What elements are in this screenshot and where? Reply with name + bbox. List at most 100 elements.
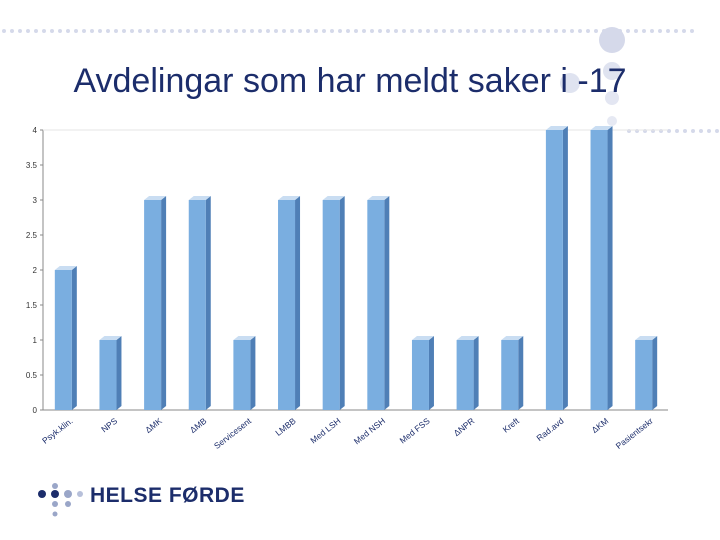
decor-dot — [218, 29, 222, 33]
y-tick-label: 0 — [33, 406, 38, 415]
decor-dot — [490, 29, 494, 33]
bar — [233, 336, 256, 410]
x-tick-label: Servicesent — [212, 415, 254, 451]
decor-dot — [26, 29, 30, 33]
decor-dot — [434, 29, 438, 33]
decor-dot — [234, 29, 238, 33]
bar — [99, 336, 122, 410]
bar-front — [278, 200, 296, 410]
decor-dot — [418, 29, 422, 33]
bar-side — [652, 336, 658, 410]
decor-dot — [538, 29, 542, 33]
x-tick-label: Psyk.klin. — [40, 416, 74, 446]
bar-front — [590, 130, 608, 410]
decor-dot — [458, 29, 462, 33]
bar-top — [590, 126, 613, 130]
decor-dot — [250, 29, 254, 33]
bar — [144, 196, 167, 410]
decor-dot — [674, 29, 678, 33]
decor-dot — [266, 29, 270, 33]
bar — [322, 196, 345, 410]
decor-dot — [202, 29, 206, 33]
bar-top — [99, 336, 122, 340]
bar-front — [545, 130, 563, 410]
bar — [411, 336, 434, 410]
x-tick-label: Med LSH — [308, 416, 342, 446]
decor-dot — [274, 29, 278, 33]
decor-dot — [378, 29, 382, 33]
decor-dot — [18, 29, 22, 33]
bar-top — [278, 196, 301, 200]
bar-front — [188, 200, 206, 410]
bar-front — [144, 200, 162, 410]
decor-dot — [514, 29, 518, 33]
bar-top — [144, 196, 167, 200]
decor-dot — [562, 29, 566, 33]
decor-dot — [242, 29, 246, 33]
decor-dot — [570, 29, 574, 33]
bar-side — [161, 196, 167, 410]
bar — [367, 196, 390, 410]
decor-dot — [426, 29, 430, 33]
logo-dot — [51, 490, 59, 498]
decor-dot — [554, 29, 558, 33]
bar — [545, 126, 568, 410]
bar-side — [295, 196, 301, 410]
decor-dot — [386, 29, 390, 33]
x-tick-label: Med FSS — [398, 415, 432, 445]
decor-dot — [170, 29, 174, 33]
bar-side — [205, 196, 211, 410]
x-tick-label: Pasientsekr — [614, 416, 655, 451]
decor-circle-small — [605, 91, 619, 105]
y-tick-label: 0.5 — [26, 371, 38, 380]
decor-dot — [634, 29, 638, 33]
x-tick-label: ΔKM — [590, 416, 611, 435]
bar-front — [233, 340, 251, 410]
decor-dot — [2, 29, 6, 33]
helse-forde-logo — [38, 483, 83, 517]
bar-front — [54, 270, 72, 410]
decor-dot — [586, 29, 590, 33]
x-tick-label: Kreft — [501, 415, 522, 434]
decor-dot — [715, 129, 719, 133]
decor-dot — [530, 29, 534, 33]
x-tick-label: NPS — [99, 415, 119, 434]
decor-dot — [442, 29, 446, 33]
decor-dot — [146, 29, 150, 33]
decor-dot — [691, 129, 695, 133]
bar — [456, 336, 479, 410]
bar-side — [562, 126, 568, 410]
bar-side — [71, 266, 77, 410]
decor-dot — [98, 29, 102, 33]
bar-side — [250, 336, 256, 410]
decor-dot — [594, 29, 598, 33]
logo-text: HELSE FØRDE — [90, 484, 245, 507]
logo-dot — [77, 491, 83, 497]
logo-dot — [65, 501, 71, 507]
decor-dot — [410, 29, 414, 33]
bar — [501, 336, 524, 410]
decor-dot — [498, 29, 502, 33]
x-tick-label: Rad.avd — [535, 416, 566, 444]
bar-top — [233, 336, 256, 340]
y-tick-label: 1.5 — [26, 301, 38, 310]
decor-dot — [690, 29, 694, 33]
decor-dot — [90, 29, 94, 33]
bar-top — [54, 266, 77, 270]
bar-front — [411, 340, 429, 410]
bar-top — [411, 336, 434, 340]
decor-dot — [450, 29, 454, 33]
decor-dot — [66, 29, 70, 33]
bar-top — [545, 126, 568, 130]
decor-dot — [522, 29, 526, 33]
bar — [635, 336, 658, 410]
decor-dot — [699, 129, 703, 133]
decor-dot — [506, 29, 510, 33]
decor-dot — [466, 29, 470, 33]
bar — [54, 266, 77, 410]
y-tick-label: 2.5 — [26, 231, 38, 240]
bar-side — [473, 336, 479, 410]
decor-dot — [338, 29, 342, 33]
bar-top — [635, 336, 658, 340]
decor-dot — [306, 29, 310, 33]
